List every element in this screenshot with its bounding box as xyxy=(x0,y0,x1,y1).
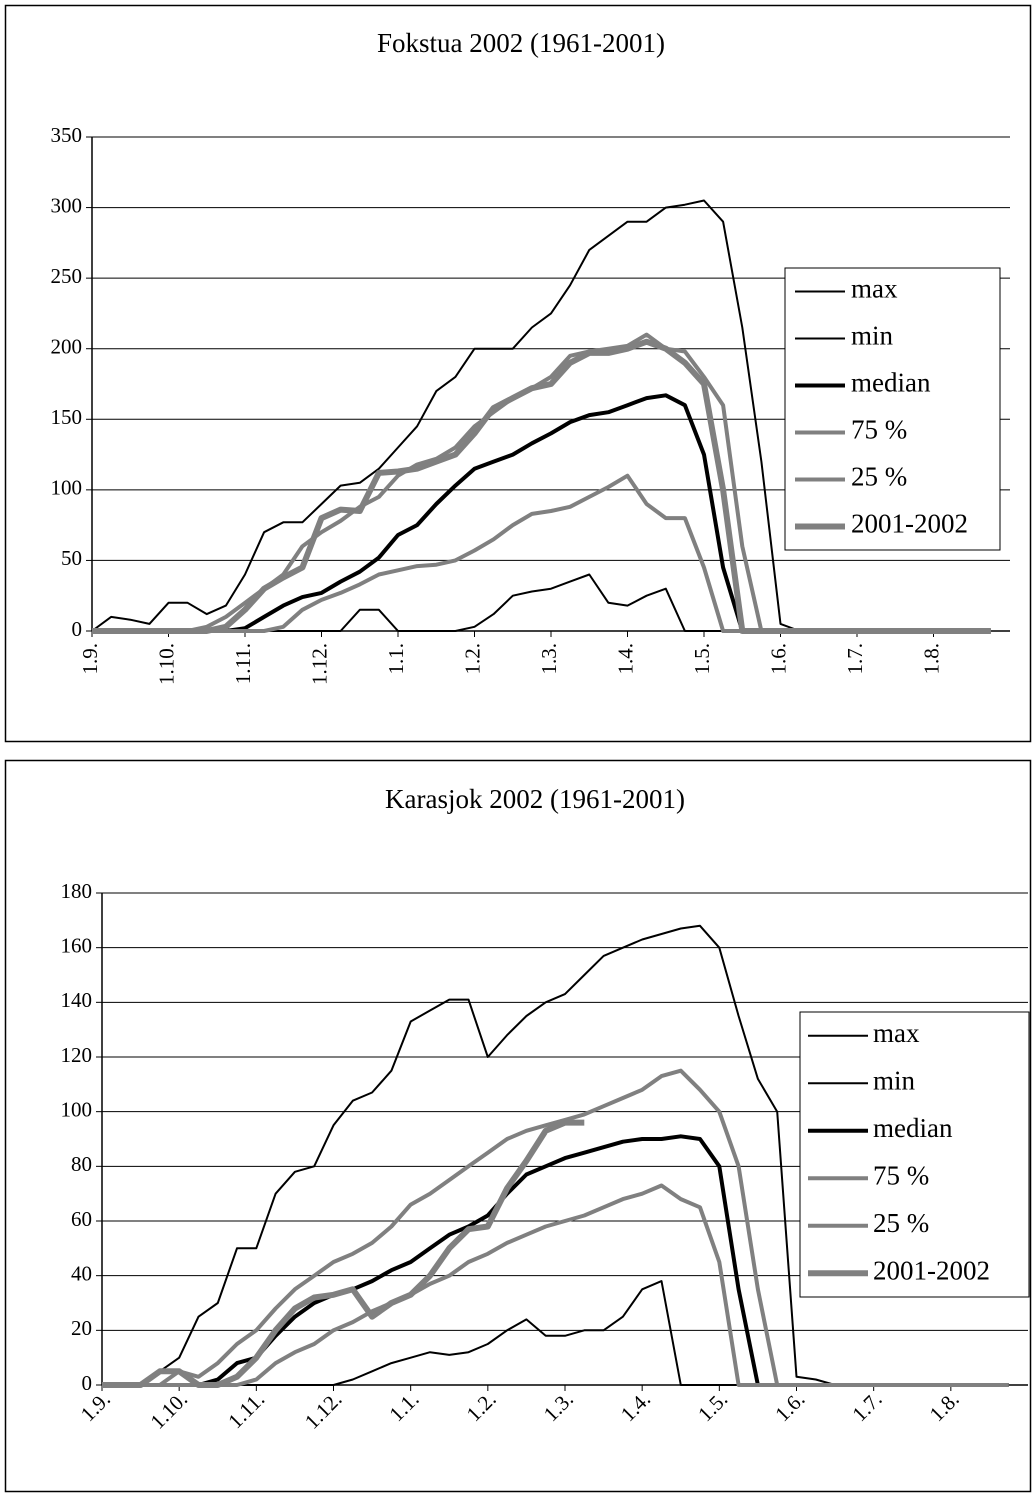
y-tick-label: 100 xyxy=(61,1097,93,1121)
legend-label: 75 % xyxy=(873,1160,929,1190)
legend-label: median xyxy=(873,1113,953,1143)
x-tick-label: 1.7. xyxy=(843,643,867,675)
x-tick-label: 1.10. xyxy=(154,643,178,685)
y-tick-label: 120 xyxy=(61,1043,93,1067)
series-line xyxy=(102,1183,1009,1387)
chart-frame xyxy=(4,759,1032,1493)
series-line xyxy=(102,1119,585,1388)
legend-label: min xyxy=(873,1065,916,1095)
legend-label: 75 % xyxy=(851,415,907,445)
y-tick-label: 200 xyxy=(51,335,83,359)
y-tick-label: 20 xyxy=(71,1316,92,1340)
y-tick-label: 180 xyxy=(61,879,93,903)
y-tick-label: 250 xyxy=(51,264,83,288)
x-tick-label: 1.8. xyxy=(919,643,943,675)
x-tick-label: 1.5. xyxy=(690,643,714,675)
y-tick-label: 60 xyxy=(71,1207,92,1231)
legend-label: min xyxy=(851,321,894,351)
x-tick-label: 1.2. xyxy=(462,1387,501,1426)
legend-label: 25 % xyxy=(851,462,907,492)
y-tick-label: 140 xyxy=(61,988,93,1012)
y-tick-label: 40 xyxy=(71,1261,92,1285)
x-tick-label: 1.11. xyxy=(223,1387,269,1433)
legend-label: median xyxy=(851,368,931,398)
y-tick-label: 0 xyxy=(72,617,83,641)
x-tick-label: 1.12. xyxy=(300,1387,347,1434)
chart-title: Fokstua 2002 (1961-2001) xyxy=(377,28,665,58)
x-tick-label: 1.3. xyxy=(537,643,561,675)
y-tick-label: 150 xyxy=(51,405,83,429)
chart-title: Karasjok 2002 (1961-2001) xyxy=(385,784,685,814)
legend-box xyxy=(799,1011,1030,1298)
y-tick-label: 80 xyxy=(71,1152,92,1176)
y-tick-label: 0 xyxy=(82,1371,93,1395)
legend-label: max xyxy=(873,1018,920,1048)
y-tick-label: 350 xyxy=(51,123,83,147)
y-tick-label: 300 xyxy=(51,193,83,217)
legend-label: max xyxy=(851,274,898,304)
x-tick-label: 1.2. xyxy=(460,643,484,675)
legend-label: 2001-2002 xyxy=(851,509,968,539)
y-tick-label: 160 xyxy=(61,933,93,957)
legend-label: 25 % xyxy=(873,1208,929,1238)
x-tick-label: 1.12. xyxy=(307,643,331,685)
x-tick-label: 1.4. xyxy=(616,1387,655,1426)
chart: Karasjok 2002 (1961-2001) 0 20 40 60 80 100 120… xyxy=(61,784,1030,1434)
x-tick-label: 1.10. xyxy=(145,1387,192,1434)
x-tick-label: 1.1. xyxy=(384,1387,423,1426)
x-tick-label: 1.5. xyxy=(693,1387,732,1426)
x-tick-label: 1.7. xyxy=(847,1387,886,1426)
x-tick-label: 1.3. xyxy=(539,1387,578,1426)
x-tick-label: 1.6. xyxy=(770,1387,809,1426)
chart-frame xyxy=(4,4,1032,743)
series-line xyxy=(92,338,991,634)
y-tick-label: 100 xyxy=(51,476,83,500)
y-tick-label: 50 xyxy=(61,546,82,570)
chart: Fokstua 2002 (1961-2001) 0 50 100 150 200 250 3… xyxy=(51,28,1010,685)
x-tick-label: 1.1. xyxy=(384,643,408,675)
x-tick-label: 1.6. xyxy=(766,643,790,675)
legend-box xyxy=(784,267,1001,551)
x-tick-label: 1.8. xyxy=(925,1387,964,1426)
x-tick-label: 1.9. xyxy=(78,643,102,675)
x-tick-label: 1.11. xyxy=(231,643,255,684)
legend-label: 2001-2002 xyxy=(873,1255,990,1285)
x-tick-label: 1.4. xyxy=(613,643,637,675)
